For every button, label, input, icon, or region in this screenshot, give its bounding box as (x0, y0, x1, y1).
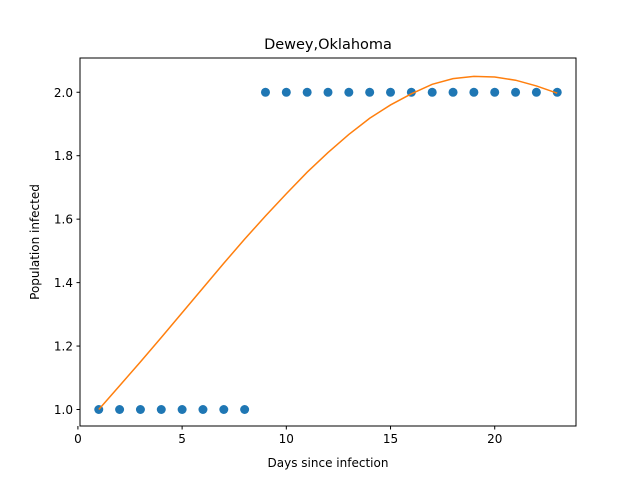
data-point (448, 87, 458, 97)
data-point (240, 405, 250, 415)
data-point (469, 87, 479, 97)
data-point (135, 405, 145, 415)
data-point (302, 87, 312, 97)
data-point (115, 405, 125, 415)
plot-marks (94, 75, 562, 415)
y-axis-label: Population infected (28, 184, 42, 300)
data-point (344, 87, 354, 97)
plot-frame (79, 57, 577, 427)
chart-title: Dewey,Oklahoma (264, 37, 392, 53)
data-point (427, 87, 437, 97)
data-point (323, 87, 333, 97)
data-point (198, 405, 208, 415)
y-tick-label: 2.0 (54, 86, 73, 100)
y-tick-label: 1.6 (54, 213, 73, 227)
data-point (511, 87, 521, 97)
y-tick-label: 1.2 (54, 340, 73, 354)
fit-line (98, 75, 558, 410)
x-tick-label: 5 (178, 432, 186, 446)
x-tick-label: 20 (487, 432, 502, 446)
data-point (260, 87, 270, 97)
data-point (531, 87, 541, 97)
x-tick-label: 0 (74, 432, 82, 446)
data-point (281, 87, 291, 97)
y-tick-label: 1.0 (54, 403, 73, 417)
data-point (219, 405, 229, 415)
data-point (156, 405, 166, 415)
data-point (552, 87, 562, 97)
x-tick-label: 10 (279, 432, 294, 446)
data-point (386, 87, 396, 97)
y-tick-label: 1.8 (54, 149, 73, 163)
data-point (365, 87, 375, 97)
x-axis-label: Days since infection (268, 456, 389, 470)
data-point (490, 87, 500, 97)
x-tick-label: 15 (383, 432, 398, 446)
data-point (177, 405, 187, 415)
y-tick-label: 1.4 (54, 276, 73, 290)
axis-ticks: 0 5 10 15 20 1.0 1.2 1.4 1.6 1.8 2.0 (54, 86, 502, 446)
